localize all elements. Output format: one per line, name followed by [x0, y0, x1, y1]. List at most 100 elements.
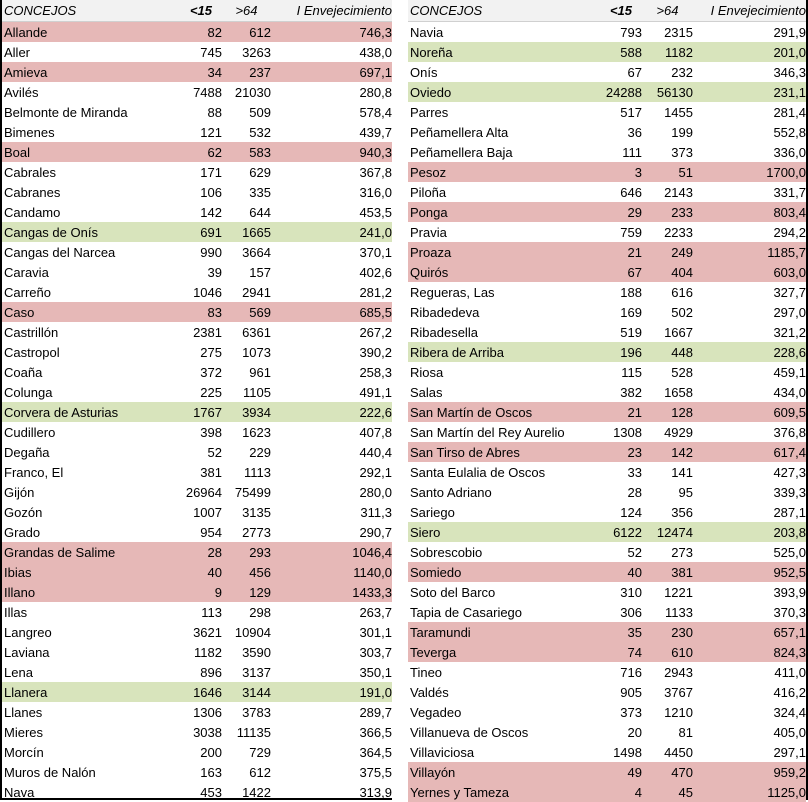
cell-over64: 45	[678, 784, 693, 800]
cell-concejo: Ribadedeva	[410, 304, 480, 320]
cell-concejo: Santo Adriano	[410, 484, 492, 500]
cell-aging-index: 578,4	[359, 104, 392, 120]
cell-aging-index: 287,1	[773, 504, 806, 520]
cell-under15: 33	[627, 464, 642, 480]
cell-under15: 691	[200, 224, 222, 240]
cell-concejo: San Tirso de Abres	[410, 444, 520, 460]
cell-under15: 3	[634, 164, 642, 180]
cell-over64: 356	[671, 504, 693, 520]
cell-aging-index: 370,3	[773, 604, 806, 620]
table-row: Laviana 1182 3590 303,7	[2, 642, 392, 662]
cell-under15: 4	[634, 784, 642, 800]
cell-aging-index: 294,2	[773, 224, 806, 240]
cell-under15: 381	[200, 464, 222, 480]
table-row: Lena 896 3137 350,1	[2, 662, 392, 682]
cell-over64: 141	[671, 464, 693, 480]
table-row: Morcín 200 729 364,5	[2, 742, 392, 762]
cell-aging-index: 201,0	[773, 44, 806, 60]
aging-table-left: CONCEJOS <15 >64 I Envejecimiento Alland…	[0, 0, 392, 800]
cell-aging-index: 311,3	[360, 504, 392, 520]
cell-under15: 398	[200, 424, 222, 440]
cell-over64: 157	[249, 264, 271, 280]
cell-concejo: Tineo	[410, 664, 443, 680]
cell-over64: 612	[249, 24, 271, 40]
cell-concejo: Taramundi	[410, 624, 471, 640]
cell-over64: 612	[249, 764, 271, 780]
table-row: Yernes y Tameza 4 45 1125,0	[408, 782, 806, 802]
cell-under15: 49	[627, 764, 642, 780]
cell-under15: 67	[627, 264, 642, 280]
table-row: Coaña 372 961 258,3	[2, 362, 392, 382]
cell-aging-index: 416,2	[773, 684, 806, 700]
table-row: Belmonte de Miranda 88 509 578,4	[2, 102, 392, 122]
cell-over64: 961	[249, 364, 271, 380]
cell-over64: 2941	[242, 284, 271, 300]
table-row: Valdés 905 3767 416,2	[408, 682, 806, 702]
cell-over64: 199	[671, 124, 693, 140]
cell-aging-index: 402,6	[359, 264, 392, 280]
header-over64: >64	[656, 3, 679, 18]
cell-concejo: Candamo	[4, 204, 61, 220]
cell-concejo: Illas	[4, 604, 28, 620]
cell-under15: 74	[627, 644, 642, 660]
cell-aging-index: 331,7	[773, 184, 806, 200]
cell-under15: 24288	[605, 84, 642, 100]
cell-concejo: Vegadeo	[410, 704, 462, 720]
cell-under15: 83	[207, 304, 222, 320]
table-row: Navia 793 2315 291,9	[408, 22, 806, 42]
cell-aging-index: 228,6	[773, 344, 806, 360]
cell-over64: 532	[249, 124, 271, 140]
table-row: Castropol 275 1073 390,2	[2, 342, 392, 362]
cell-concejo: Cangas de Onís	[4, 224, 98, 240]
cell-aging-index: 281,4	[773, 104, 806, 120]
cell-under15: 1182	[194, 644, 222, 660]
cell-under15: 588	[620, 44, 642, 60]
cell-concejo: Peñamellera Baja	[410, 144, 513, 160]
cell-under15: 188	[620, 284, 642, 300]
cell-aging-index: 191,0	[359, 684, 392, 700]
cell-concejo: Belmonte de Miranda	[4, 104, 128, 120]
cell-concejo: Castropol	[4, 344, 60, 360]
cell-concejo: Cabranes	[4, 184, 61, 200]
cell-aging-index: 263,7	[359, 604, 392, 620]
table-row: Villaviciosa 1498 4450 297,1	[408, 742, 806, 762]
cell-over64: 6361	[242, 324, 271, 340]
table-row: Cangas del Narcea 990 3664 370,1	[2, 242, 392, 262]
table-row: Allande 82 612 746,3	[2, 22, 392, 42]
cell-aging-index: 376,8	[773, 424, 806, 440]
cell-aging-index: 267,2	[359, 324, 392, 340]
cell-concejo: Sariego	[410, 504, 455, 520]
cell-concejo: Bimenes	[4, 124, 55, 140]
cell-aging-index: 1140,0	[353, 564, 392, 580]
table-header: CONCEJOS <15 >64 I Envejecimiento	[408, 0, 806, 22]
table-row: Caso 83 569 685,5	[2, 302, 392, 322]
table-row: Ponga 29 233 803,4	[408, 202, 806, 222]
cell-concejo: Allande	[4, 24, 48, 40]
cell-over64: 2233	[664, 224, 693, 240]
cell-over64: 1210	[664, 704, 693, 720]
cell-aging-index: 1700,0	[766, 164, 806, 180]
cell-concejo: San Martín de Oscos	[410, 404, 533, 420]
table-row: Bimenes 121 532 439,7	[2, 122, 392, 142]
cell-over64: 81	[678, 724, 693, 740]
table-row: Oviedo 24288 56130 231,1	[408, 82, 806, 102]
table-row: Carreño 1046 2941 281,2	[2, 282, 392, 302]
table-row: Riosa 115 528 459,1	[408, 362, 806, 382]
cell-aging-index: 411,0	[774, 664, 806, 680]
cell-aging-index: 405,0	[773, 724, 806, 740]
cell-under15: 115	[621, 364, 642, 380]
table-row: Ribera de Arriba 196 448 228,6	[408, 342, 806, 362]
table-row: Ribadedeva 169 502 297,0	[408, 302, 806, 322]
cell-concejo: Salas	[410, 384, 443, 400]
cell-concejo: Avilés	[4, 84, 39, 100]
cell-under15: 382	[620, 384, 642, 400]
cell-aging-index: 281,2	[359, 284, 392, 300]
table-row: Sobrescobio 52 273 525,0	[408, 542, 806, 562]
cell-over64: 10904	[234, 624, 271, 640]
cell-over64: 298	[249, 604, 271, 620]
cell-over64: 583	[249, 144, 271, 160]
cell-aging-index: 453,5	[359, 204, 392, 220]
table-row: Illano 9 129 1433,3	[2, 582, 392, 602]
cell-over64: 128	[671, 404, 693, 420]
cell-aging-index: 203,8	[773, 524, 806, 540]
